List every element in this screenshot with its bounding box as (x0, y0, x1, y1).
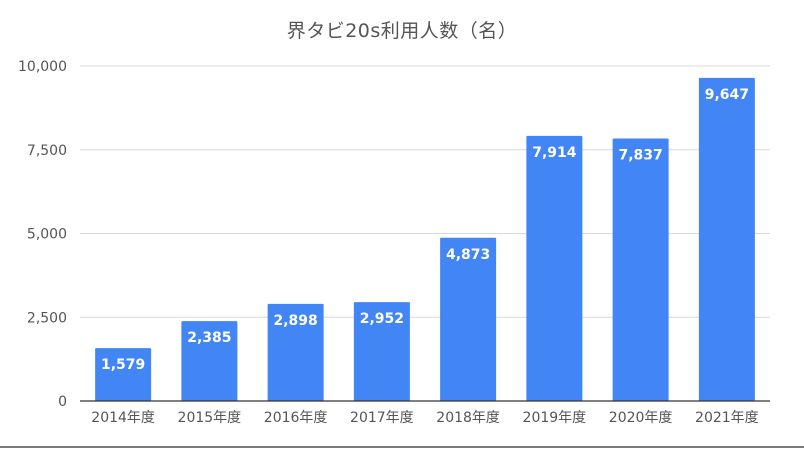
bar (353, 302, 410, 401)
bottom-divider (0, 446, 804, 448)
bar (95, 348, 152, 401)
x-tick-label: 2016年度 (264, 410, 328, 426)
bar (612, 138, 669, 401)
bar (526, 135, 583, 402)
x-tick-label: 2020年度 (609, 410, 673, 426)
bar-data-label: 1,579 (101, 357, 145, 373)
bar-data-label: 2,898 (273, 313, 317, 329)
bar-data-label: 9,647 (705, 87, 749, 103)
bar (267, 303, 324, 401)
bar-data-label: 4,873 (446, 247, 490, 263)
x-tick-label: 2019年度 (523, 410, 587, 426)
y-tick-label: 5,000 (27, 227, 67, 243)
bar (698, 77, 755, 401)
bar-data-label: 2,385 (187, 330, 231, 346)
bar (181, 321, 238, 401)
bar-data-label: 7,837 (618, 147, 662, 163)
chart-title: 界タビ20s利用人数（名） (286, 20, 518, 42)
x-tick-label: 2017年度 (350, 410, 414, 426)
y-tick-label: 0 (58, 394, 67, 410)
y-tick-label: 10,000 (18, 59, 67, 75)
x-tick-label: 2015年度 (178, 410, 242, 426)
bar-data-label: 7,914 (532, 145, 577, 161)
bar-data-label: 2,952 (360, 311, 404, 327)
bar (440, 237, 497, 401)
y-tick-label: 7,500 (27, 143, 67, 159)
x-tick-label: 2021年度 (695, 410, 759, 426)
y-tick-label: 2,500 (27, 310, 67, 326)
x-tick-label: 2018年度 (436, 410, 500, 426)
x-tick-label: 2014年度 (91, 410, 155, 426)
